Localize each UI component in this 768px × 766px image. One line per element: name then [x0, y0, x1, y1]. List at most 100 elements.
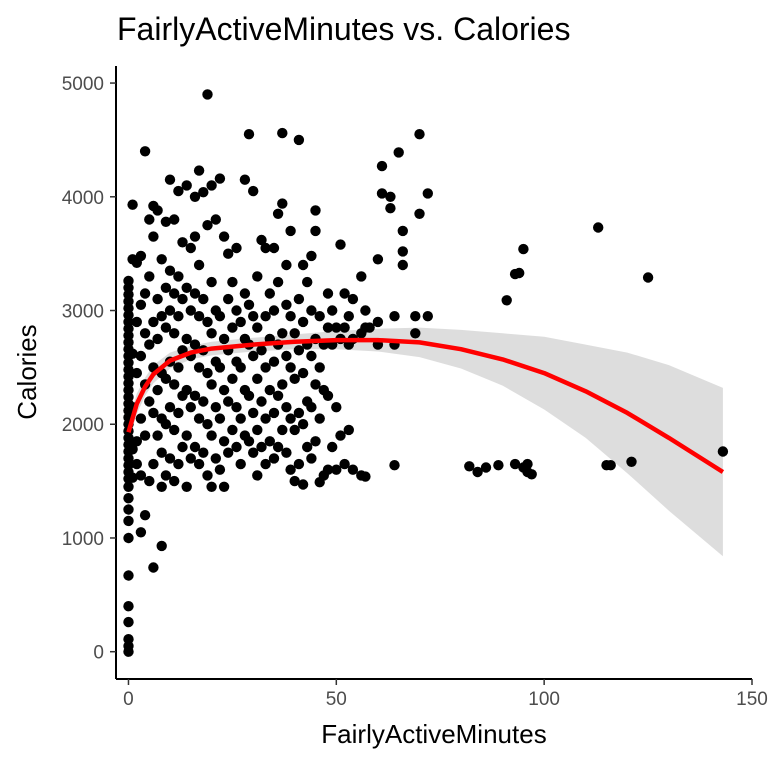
data-point: [189, 191, 201, 202]
data-point: [322, 464, 334, 475]
data-point: [293, 134, 305, 146]
data-point: [231, 441, 242, 453]
data-point: [480, 462, 492, 473]
data-point: [327, 441, 338, 453]
data-point: [281, 447, 292, 458]
data-point: [272, 208, 284, 219]
data-point: [173, 362, 184, 373]
y-tick-label: 0: [93, 643, 104, 664]
data-point: [198, 396, 209, 407]
data-point: [164, 453, 176, 464]
data-point: [177, 237, 188, 248]
data-point: [464, 461, 475, 472]
data-point: [293, 407, 305, 419]
data-point: [414, 208, 425, 219]
data-point: [306, 305, 317, 316]
data-point: [297, 367, 309, 379]
data-point: [272, 276, 284, 288]
x-tick-label: 150: [736, 689, 768, 710]
data-point: [285, 362, 296, 373]
axes-layer: [115, 66, 752, 680]
data-point: [152, 333, 163, 345]
points-layer: [123, 89, 729, 657]
data-point: [372, 254, 384, 265]
data-point: [335, 239, 346, 250]
data-point: [297, 479, 309, 490]
trend-line: [126, 337, 725, 474]
ticks-layer: 0 1000 2000 3000 4000 5000 0 50 100 150: [62, 74, 768, 710]
data-point: [248, 447, 259, 458]
data-point: [260, 362, 271, 373]
data-point: [169, 424, 180, 436]
data-point: [260, 458, 271, 470]
data-point: [376, 160, 388, 172]
data-point: [268, 407, 280, 419]
data-point: [218, 333, 230, 345]
data-point: [214, 464, 226, 475]
data-point: [389, 311, 400, 322]
data-point: [281, 402, 292, 413]
data-point: [206, 379, 217, 390]
data-point: [135, 250, 147, 262]
data-point: [181, 180, 192, 191]
data-point: [493, 460, 504, 471]
data-point: [268, 453, 280, 464]
data-point: [123, 515, 134, 527]
data-point: [189, 441, 201, 453]
trend-layer: [126, 337, 725, 474]
data-point: [227, 424, 238, 436]
data-point: [173, 185, 184, 197]
data-point: [231, 305, 242, 316]
data-point: [264, 384, 275, 396]
data-point: [231, 402, 242, 413]
data-point: [626, 456, 637, 467]
data-point: [642, 272, 654, 283]
data-point: [164, 402, 176, 413]
data-point: [139, 146, 151, 157]
data-point: [235, 362, 246, 373]
data-point: [376, 188, 388, 199]
data-point: [185, 402, 196, 413]
data-point: [248, 185, 259, 197]
data-point: [152, 205, 163, 216]
data-point: [605, 460, 616, 471]
data-point: [123, 570, 134, 581]
data-point: [347, 464, 359, 475]
data-point: [218, 481, 230, 492]
x-tick-label: 0: [123, 689, 134, 710]
data-point: [181, 282, 192, 293]
data-point: [173, 271, 184, 282]
data-point: [310, 379, 321, 390]
data-point: [127, 444, 138, 455]
data-point: [156, 447, 167, 458]
data-point: [343, 424, 354, 436]
data-point: [509, 458, 521, 470]
data-point: [160, 216, 172, 227]
data-point: [227, 276, 238, 288]
data-point: [202, 419, 213, 430]
data-point: [252, 322, 263, 333]
data-point: [223, 293, 234, 305]
data-point: [193, 362, 205, 373]
data-point: [397, 246, 408, 257]
data-point: [314, 362, 325, 373]
data-point: [214, 311, 226, 322]
data-point: [193, 259, 205, 271]
data-point: [268, 305, 280, 316]
data-point: [372, 316, 384, 328]
data-point: [289, 475, 300, 487]
data-point: [135, 470, 147, 481]
data-point: [364, 322, 375, 333]
data-point: [144, 214, 155, 225]
data-point: [218, 384, 230, 396]
data-point: [356, 271, 367, 282]
data-point: [252, 271, 263, 282]
data-point: [252, 424, 263, 436]
data-point: [193, 165, 205, 176]
data-point: [164, 305, 176, 316]
data-point: [160, 373, 172, 384]
y-tick-label: 5000: [62, 74, 104, 95]
data-point: [177, 441, 188, 453]
data-point: [397, 225, 408, 237]
data-point: [214, 362, 226, 373]
